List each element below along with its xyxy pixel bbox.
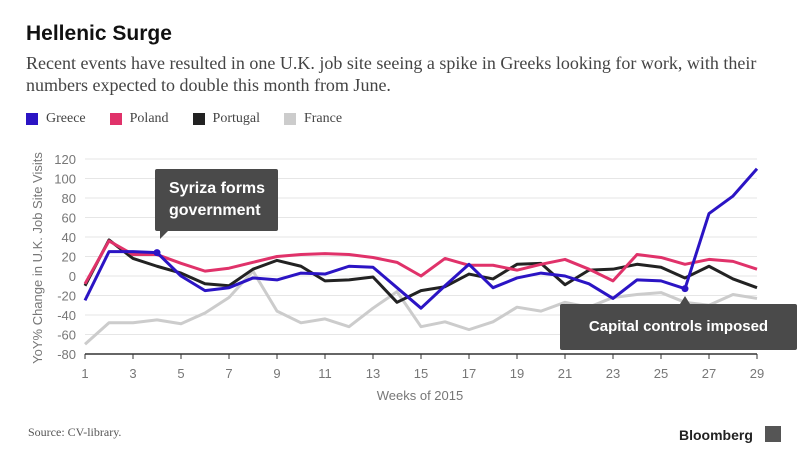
legend-item-poland: Poland — [109, 111, 169, 127]
x-tick-label: 15 — [414, 366, 428, 381]
x-tick-label: 3 — [129, 366, 136, 381]
legend-swatch — [192, 113, 205, 125]
y-tick-label: 120 — [54, 152, 76, 167]
x-tick-label: 11 — [318, 366, 332, 381]
x-tick-label: 27 — [702, 366, 716, 381]
y-tick-label: -60 — [57, 328, 76, 343]
annotation-pointer — [680, 296, 690, 304]
source-note: Source: CV-library. — [28, 425, 122, 439]
x-tick-label: 7 — [225, 366, 232, 381]
series-line-poland — [83, 239, 758, 285]
legend: Greece Poland Portugal France — [26, 111, 342, 127]
legend-item-greece: Greece — [26, 111, 86, 127]
legend-swatch — [283, 113, 296, 125]
legend-label: Poland — [129, 111, 169, 126]
legend-item-portugal: Portugal — [192, 111, 260, 127]
y-tick-label: -20 — [57, 289, 76, 304]
y-tick-label: 100 — [54, 172, 76, 187]
x-tick-label: 1 — [81, 366, 88, 381]
y-tick-label: 80 — [62, 191, 76, 206]
bloomberg-chart-icon — [765, 426, 781, 442]
legend-swatch — [109, 113, 122, 125]
legend-label: France — [303, 111, 343, 126]
legend-item-france: France — [283, 111, 343, 127]
y-tick-label: 0 — [69, 269, 76, 284]
x-tick-label: 19 — [510, 366, 524, 381]
x-tick-label: 25 — [654, 366, 668, 381]
annotation-marker — [681, 285, 689, 293]
y-tick-label: 40 — [62, 230, 76, 245]
x-tick-label: 21 — [558, 366, 572, 381]
series-line-portugal — [83, 238, 758, 304]
annotation-marker — [153, 249, 161, 257]
x-tick-label: 5 — [177, 366, 184, 381]
x-tick-label: 13 — [366, 366, 380, 381]
annotation-syriza: Syriza forms government — [155, 169, 278, 231]
x-tick-label: 17 — [462, 366, 476, 381]
x-axis-label: Weeks of 2015 — [377, 388, 463, 403]
series-line-greece — [83, 167, 759, 310]
y-tick-label: 20 — [62, 250, 76, 265]
annotation-text: Syriza forms government — [169, 180, 266, 219]
y-tick-label: 60 — [62, 211, 76, 226]
y-tick-label: -80 — [57, 347, 76, 362]
chart-title: Hellenic Surge — [26, 22, 172, 45]
x-tick-label: 23 — [606, 366, 620, 381]
y-axis-label: YoY% Change in U.K. Job Site Visits — [30, 152, 45, 364]
chart-subtitle: Recent events have resulted in one U.K. … — [26, 53, 757, 95]
legend-label: Portugal — [212, 111, 260, 126]
y-tick-label: -40 — [57, 308, 76, 323]
x-tick-label: 9 — [273, 366, 280, 381]
series-line-france — [84, 269, 758, 346]
x-tick-label: 29 — [750, 366, 764, 381]
legend-label: Greece — [46, 111, 86, 126]
annotation-capital-controls: Capital controls imposed — [560, 304, 797, 350]
bloomberg-logo: Bloomberg — [679, 427, 753, 443]
legend-swatch — [26, 113, 38, 125]
annotation-pointer — [160, 231, 168, 239]
